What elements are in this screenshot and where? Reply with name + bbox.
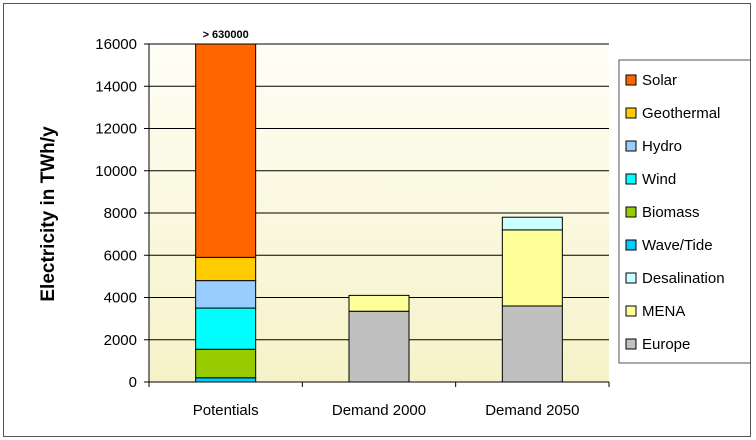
x-category-label: Demand 2000 [332, 402, 426, 419]
bar-annotation: > 630000 [203, 29, 249, 41]
chart-svg: 0 2000 4000 6000 8000 10000 12000 14000 16000 Pot… [38, 29, 750, 419]
y-tick-label: 4000 [104, 290, 137, 307]
bar-segment-hydro [195, 280, 257, 309]
bars [195, 43, 563, 383]
legend-label: Biomass [642, 204, 700, 221]
y-tick-label: 0 [129, 374, 137, 391]
y-tick-label: 12000 [95, 121, 137, 138]
bar-segment-desalination [501, 216, 563, 231]
legend-label: Hydro [642, 138, 682, 155]
bar-segment-wave-tide [195, 377, 257, 383]
legend-swatch [625, 338, 637, 350]
bar-segment-biomass [195, 348, 257, 379]
y-tick-label: 8000 [104, 205, 137, 222]
legend: Solar Geothermal Hydro Wind Biomass Wave/Tide… [618, 59, 750, 364]
y-tick-label: 6000 [104, 247, 137, 264]
legend-label: Desalination [642, 270, 725, 287]
bar-segment-mena [348, 294, 410, 312]
y-tick-label: 14000 [95, 78, 137, 95]
legend-label: Europe [642, 336, 690, 353]
legend-swatch [625, 107, 637, 119]
legend-swatch [625, 74, 637, 86]
legend-label: Geothermal [642, 105, 720, 122]
x-category-label: Demand 2050 [485, 402, 579, 419]
y-tick-label: 10000 [95, 163, 137, 180]
x-category-label: Potentials [193, 402, 259, 419]
axis-labels: 0 2000 4000 6000 8000 10000 12000 14000 16000 Pot… [95, 29, 579, 419]
legend-swatch [625, 239, 637, 251]
bar-segment-europe [348, 310, 410, 383]
legend-swatch [625, 272, 637, 284]
bar-segment-solar [195, 43, 257, 258]
legend-label: Wind [642, 171, 676, 188]
y-tick-label: 2000 [104, 332, 137, 349]
y-axis-title: Electricity in TWh/y [38, 126, 59, 302]
bar-segment-mena [501, 229, 563, 307]
bar-segment-wind [195, 307, 257, 350]
bar-segment-europe [501, 305, 563, 383]
bar-segment-geothermal [195, 256, 257, 282]
axes [144, 43, 610, 387]
y-tick-label: 16000 [95, 36, 137, 53]
legend-swatch [625, 140, 637, 152]
legend-swatch [625, 305, 637, 317]
legend-label: MENA [642, 303, 685, 320]
legend-swatch [625, 206, 637, 218]
legend-label: Wave/Tide [642, 237, 713, 254]
legend-label: Solar [642, 72, 677, 89]
chart-frame: 0 2000 4000 6000 8000 10000 12000 14000 16000 Pot… [3, 3, 751, 437]
legend-box [618, 59, 750, 364]
legend-swatch [625, 173, 637, 185]
